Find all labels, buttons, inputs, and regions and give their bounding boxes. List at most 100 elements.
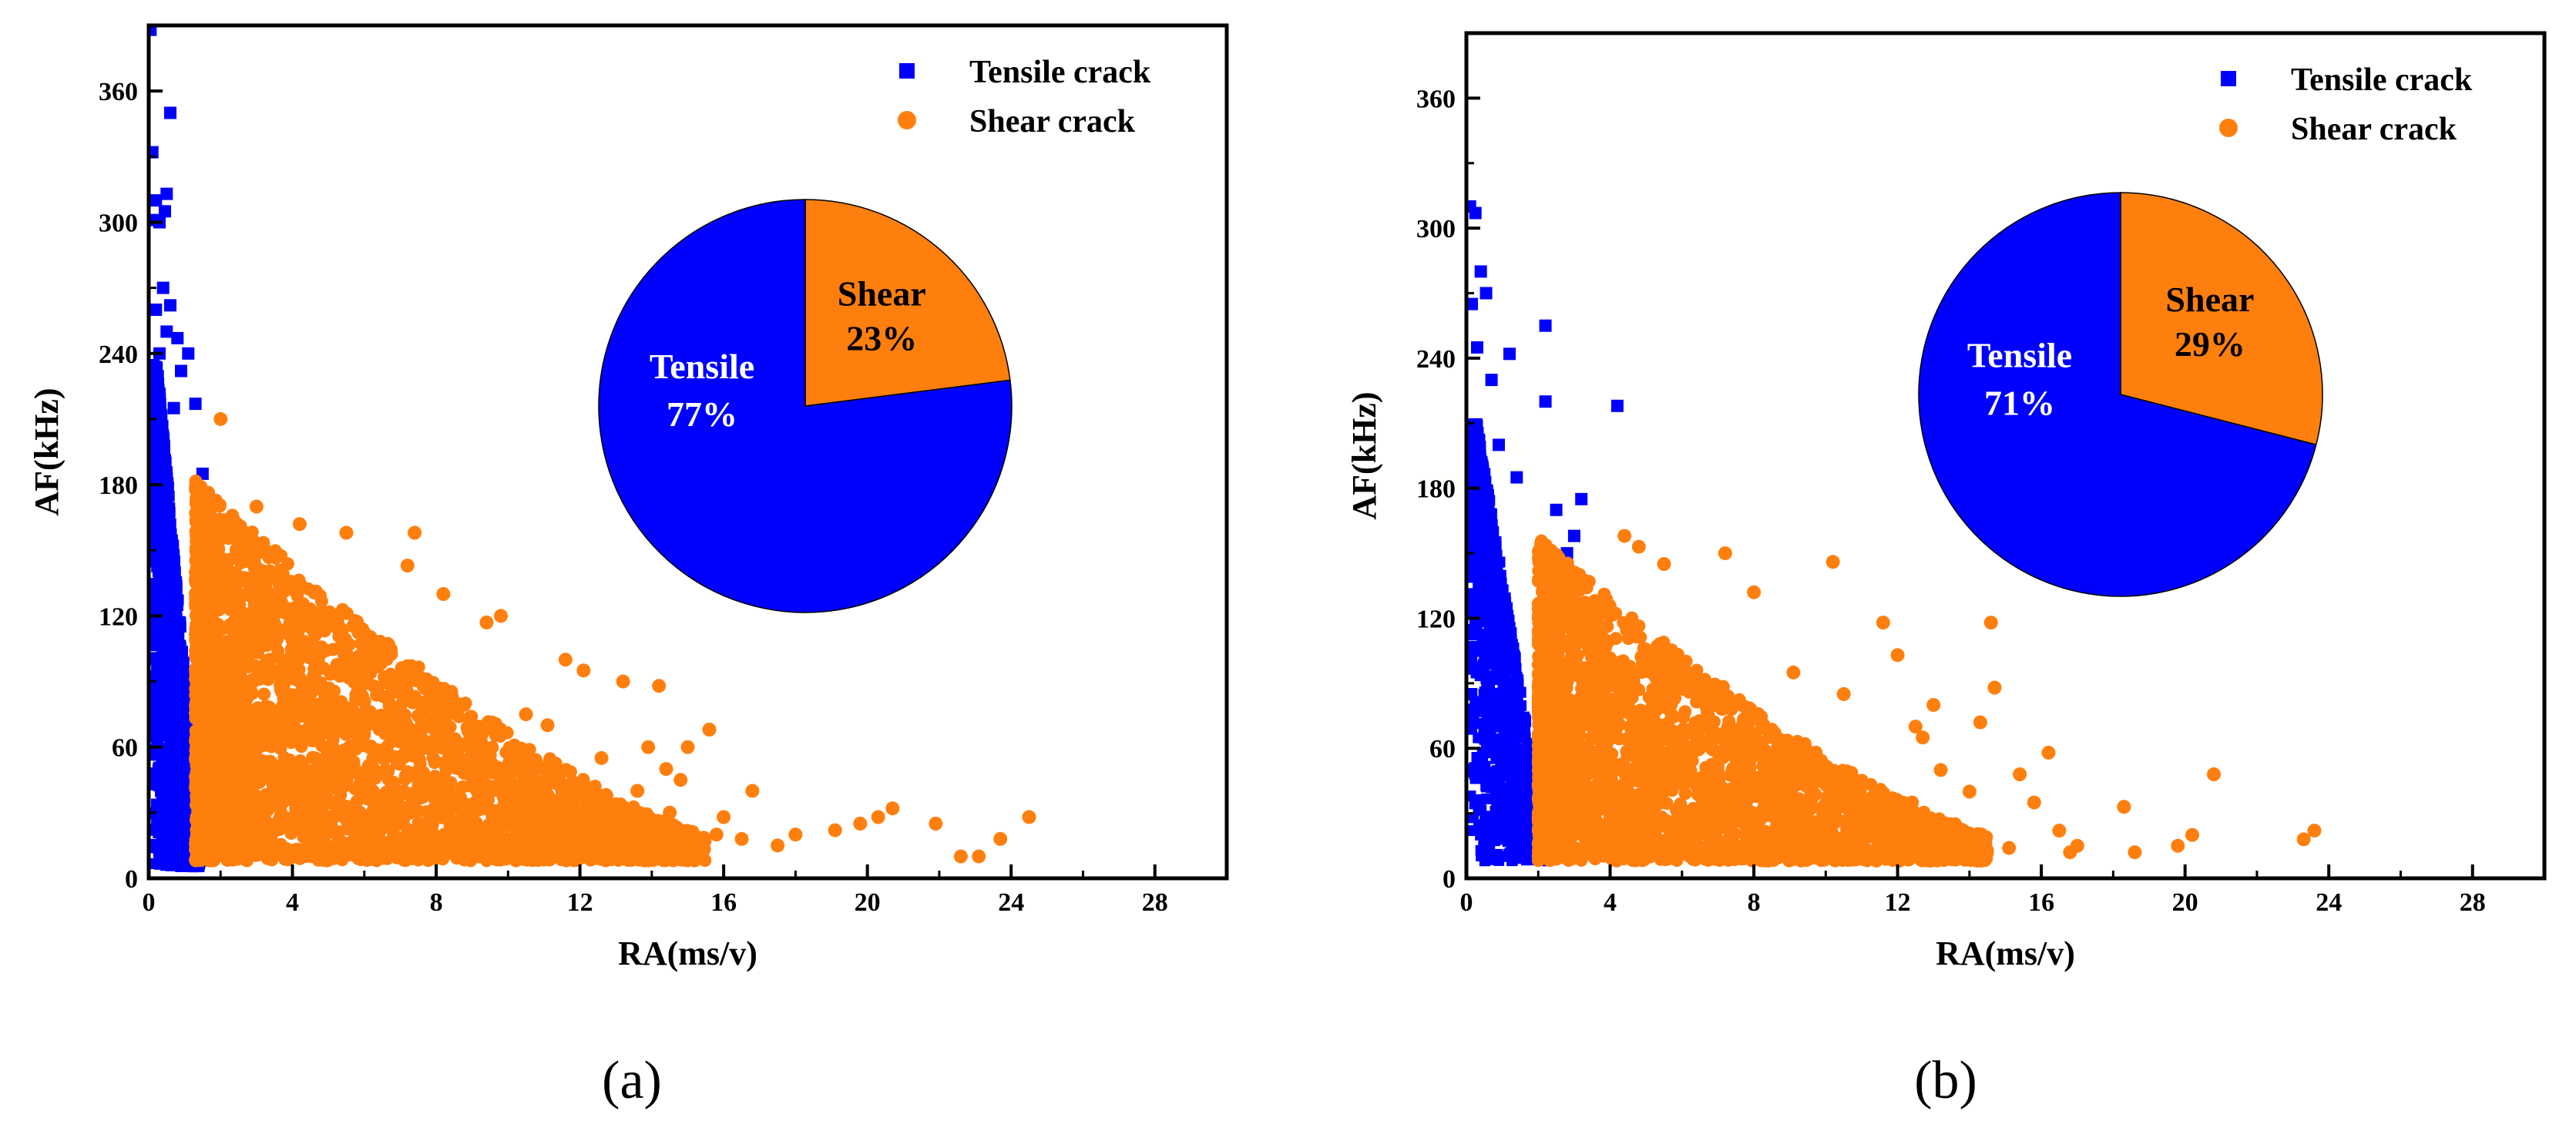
shear-crack-point: [448, 818, 462, 832]
shear-crack-point: [223, 788, 237, 802]
shear-crack-point: [576, 663, 591, 678]
shear-crack-point: [291, 623, 305, 636]
shear-crack-point: [388, 703, 401, 717]
tensile-crack-point: [149, 435, 159, 448]
shear-crack-point: [349, 688, 363, 702]
shear-crack-point: [214, 588, 228, 602]
shear-crack-point: [529, 835, 542, 849]
shear-crack-point: [191, 676, 205, 690]
shear-crack-point: [596, 842, 610, 856]
shear-crack-point: [478, 789, 492, 803]
shear-crack-point: [260, 756, 274, 770]
shear-crack-point: [685, 827, 699, 841]
shear-crack-point: [263, 663, 277, 677]
shear-crack-point: [702, 723, 717, 737]
shear-crack-point: [458, 696, 472, 710]
shear-crack-point: [480, 717, 494, 730]
tensile-crack-point: [149, 194, 163, 207]
tensile-crack-point: [156, 281, 170, 294]
shear-crack-point: [972, 849, 986, 864]
shear-crack-point: [445, 698, 458, 712]
shear-crack-point: [292, 517, 307, 532]
tensile-crack-point: [170, 626, 181, 638]
shear-crack-point: [853, 817, 868, 831]
tensile-crack-point: [149, 455, 157, 467]
shear-crack-point: [247, 579, 260, 592]
shear-crack-point: [314, 595, 328, 608]
shear-crack-point: [251, 666, 265, 680]
shear-crack-point: [529, 853, 543, 867]
tensile-crack-point: [172, 850, 183, 861]
shear-crack-point: [539, 833, 552, 847]
shear-crack-point: [435, 683, 449, 696]
tensile-crack-point: [152, 546, 163, 558]
shear-crack-point: [241, 781, 255, 795]
shear-crack-point: [307, 586, 321, 599]
shear-crack-point: [681, 854, 694, 868]
shear-crack-point: [389, 837, 403, 851]
tensile-crack-point: [149, 824, 157, 836]
chart-panel-b: 0 4 8 12 16 20 24 28060120180240300360RA(ms/v)A…: [1345, 31, 2547, 1110]
shear-crack-point: [274, 774, 287, 787]
shear-crack-point: [189, 753, 203, 767]
shear-crack-point: [494, 609, 508, 623]
shear-crack-point: [579, 805, 594, 820]
shear-crack-point: [213, 512, 227, 526]
y-axis-title: AF(kHz): [28, 388, 65, 515]
shear-crack-point: [260, 602, 274, 616]
shear-crack-point: [323, 810, 337, 824]
tensile-crack-point: [173, 664, 185, 676]
tensile-crack-point: [180, 693, 191, 705]
shear-crack-point: [230, 519, 243, 533]
tensile-crack-point: [169, 558, 180, 569]
tensile-crack-point: [182, 347, 195, 360]
shear-crack-point: [274, 742, 287, 756]
shear-crack-point: [338, 646, 351, 660]
shear-crack-point: [353, 805, 367, 819]
shear-crack-point: [203, 613, 217, 626]
shear-crack-point: [471, 827, 485, 840]
shear-crack-point: [207, 660, 221, 673]
shear-crack-point: [230, 818, 244, 832]
shear-crack-point: [375, 851, 389, 865]
shear-crack-point: [243, 685, 256, 699]
tensile-crack-point: [153, 844, 165, 856]
shear-crack-point: [190, 478, 203, 492]
legend-marker-tensile: [899, 63, 915, 79]
shear-crack-point: [235, 799, 249, 813]
shear-crack-point: [328, 798, 342, 812]
y-tick-label: 120: [99, 602, 138, 631]
shear-crack-point: [385, 750, 399, 764]
shear-crack-point: [245, 734, 259, 748]
shear-crack-point: [212, 535, 226, 549]
shear-crack-point: [277, 585, 291, 599]
shear-crack-point: [339, 525, 354, 540]
shear-crack-point: [771, 838, 785, 853]
shear-crack-point: [636, 814, 650, 827]
shear-crack-point: [432, 851, 445, 864]
shear-crack-point: [264, 715, 278, 729]
shear-crack-point: [213, 797, 227, 811]
y-tick-label: 360: [99, 78, 138, 106]
shear-crack-point: [514, 841, 528, 854]
shear-crack-point: [267, 566, 280, 580]
shear-crack-point: [311, 761, 325, 774]
shear-crack-point: [214, 725, 228, 739]
shear-crack-point: [227, 600, 241, 614]
shear-crack-point: [680, 740, 695, 754]
shear-crack-point: [420, 673, 433, 686]
y-tick-label: 300: [99, 209, 138, 237]
shear-crack-point: [461, 831, 475, 844]
tensile-crack-point: [166, 726, 178, 737]
pie-label-shear: Shear: [838, 274, 926, 313]
plot-area: [149, 25, 1036, 873]
shear-crack-point: [462, 711, 475, 725]
tensile-crack-point: [176, 858, 187, 870]
shear-crack-point: [313, 849, 327, 863]
shear-crack-point: [285, 633, 299, 647]
shear-crack-point: [555, 853, 569, 867]
shear-crack-point: [329, 725, 343, 739]
shear-crack-point: [458, 842, 472, 856]
shear-crack-point: [304, 684, 318, 698]
